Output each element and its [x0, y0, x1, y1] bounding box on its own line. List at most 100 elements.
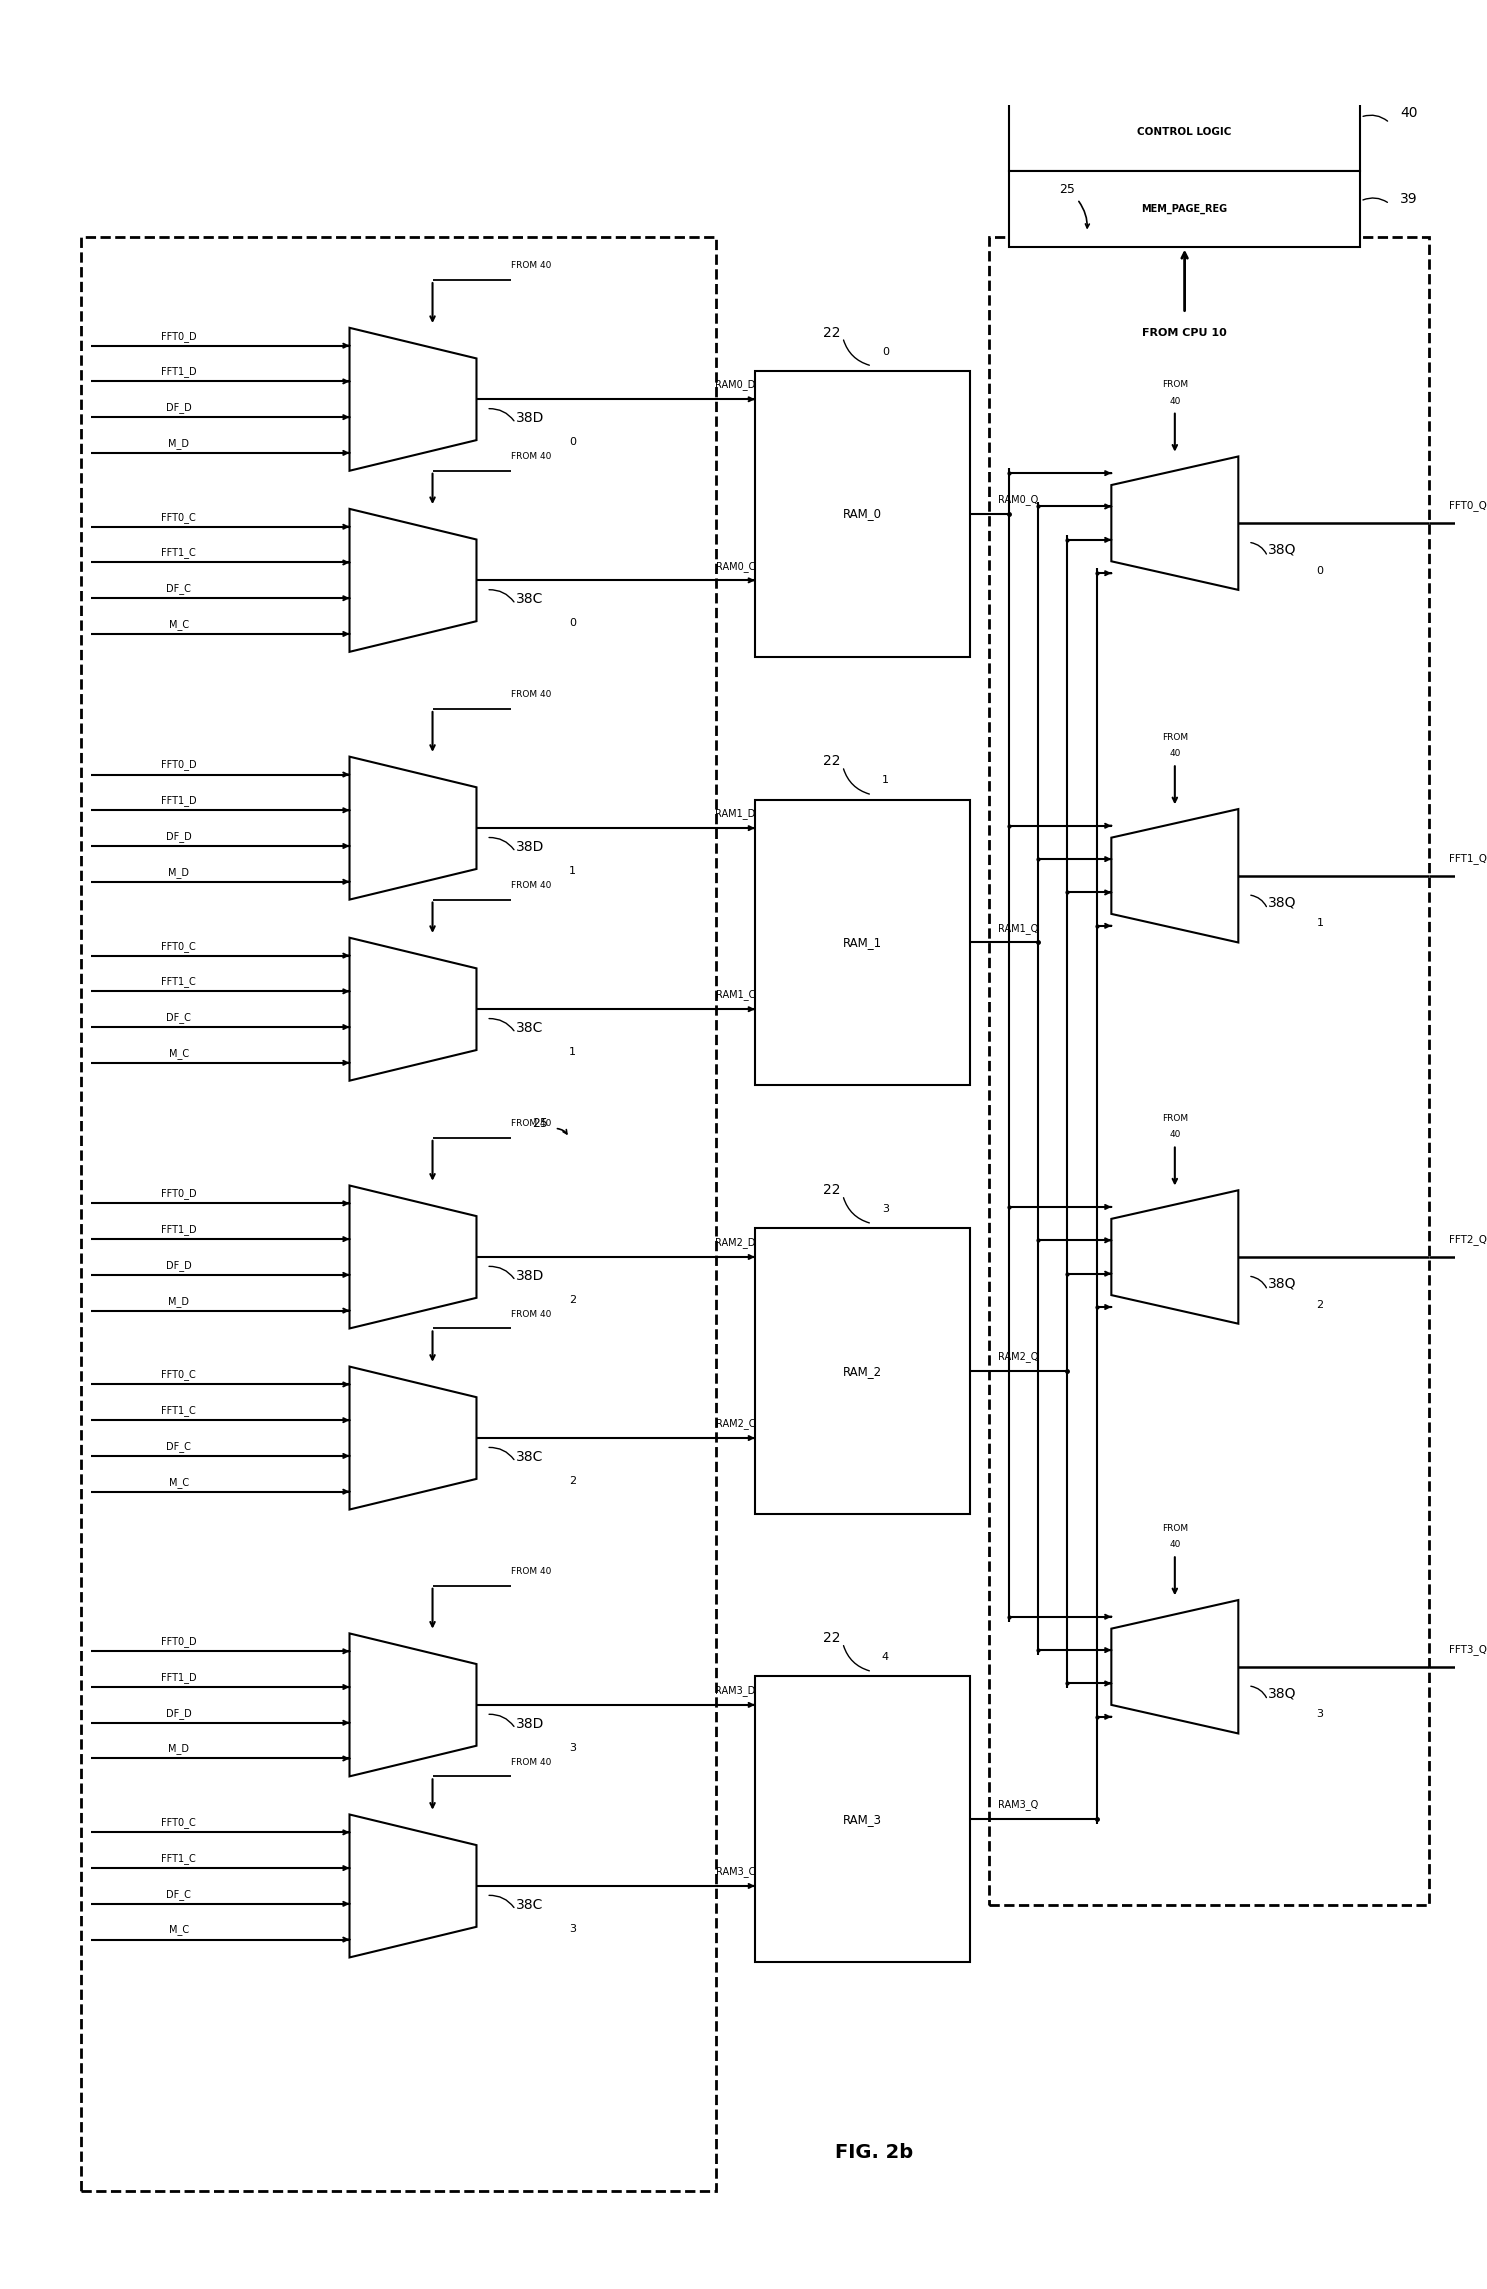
Text: RAM1_Q: RAM1_Q [998, 922, 1039, 934]
Polygon shape [349, 1186, 476, 1328]
Text: FROM 40: FROM 40 [510, 261, 552, 270]
Text: RAM2_D: RAM2_D [715, 1238, 755, 1248]
Text: FROM: FROM [1161, 1115, 1188, 1124]
Text: 2: 2 [1316, 1300, 1323, 1309]
Text: FFT0_C: FFT0_C [161, 513, 196, 522]
Bar [1008, 172, 1361, 247]
Text: 38D: 38D [516, 412, 544, 426]
Text: 1: 1 [1316, 918, 1323, 929]
Polygon shape [349, 758, 476, 900]
Polygon shape [1111, 1190, 1239, 1323]
Text: FROM 40: FROM 40 [510, 691, 552, 698]
Text: 40: 40 [1401, 105, 1419, 121]
Polygon shape [349, 1634, 476, 1776]
Text: FFT1_D: FFT1_D [161, 366, 196, 378]
Text: M_C: M_C [168, 1925, 189, 1936]
Text: FROM 40: FROM 40 [510, 451, 552, 460]
Text: MEM_PAGE_REG: MEM_PAGE_REG [1142, 204, 1228, 213]
Text: FFT0_Q: FFT0_Q [1448, 501, 1487, 510]
Text: 38Q: 38Q [1267, 542, 1297, 556]
Polygon shape [349, 327, 476, 472]
Text: 22: 22 [824, 755, 840, 769]
Text: M_C: M_C [168, 1048, 189, 1060]
Text: 38C: 38C [516, 1021, 543, 1035]
Text: RAM0_D: RAM0_D [715, 380, 755, 391]
Text: FFT0_D: FFT0_D [161, 760, 196, 771]
Polygon shape [1111, 1600, 1239, 1733]
Text: FROM 40: FROM 40 [510, 881, 552, 890]
Text: DF_C: DF_C [167, 1888, 190, 1900]
Text: 1: 1 [570, 865, 577, 877]
Text: RAM2_C: RAM2_C [715, 1419, 755, 1428]
Text: FROM: FROM [1161, 380, 1188, 389]
Text: DF_C: DF_C [167, 584, 190, 595]
Text: FFT1_D: FFT1_D [161, 1225, 196, 1236]
Text: 3: 3 [570, 1742, 577, 1753]
Text: FROM: FROM [1161, 1524, 1188, 1534]
Text: FIG. 2b: FIG. 2b [836, 2143, 913, 2163]
Text: FROM 40: FROM 40 [510, 1119, 552, 1128]
Text: RAM3_D: RAM3_D [715, 1685, 755, 1696]
Text: M_C: M_C [168, 1476, 189, 1488]
Text: 38D: 38D [516, 1717, 544, 1730]
Text: DF_D: DF_D [165, 403, 192, 412]
Text: FFT0_C: FFT0_C [161, 1817, 196, 1829]
Text: FFT2_Q: FFT2_Q [1448, 1234, 1487, 1245]
Text: 22: 22 [824, 1632, 840, 1646]
Bar [755, 371, 970, 657]
Text: 40: 40 [1169, 749, 1181, 758]
Text: RAM_0: RAM_0 [843, 508, 882, 520]
Text: FROM 40: FROM 40 [510, 1309, 552, 1318]
Text: FFT1_C: FFT1_C [161, 1405, 196, 1417]
Text: FFT0_C: FFT0_C [161, 1369, 196, 1380]
Text: FFT1_C: FFT1_C [161, 977, 196, 987]
Text: 38Q: 38Q [1267, 895, 1297, 909]
Text: RAM1_C: RAM1_C [715, 989, 755, 1000]
Text: RAM3_C: RAM3_C [715, 1866, 755, 1877]
Text: 40: 40 [1169, 1131, 1181, 1140]
Bar [80, 238, 715, 2191]
Text: 1: 1 [882, 776, 889, 785]
Text: FROM CPU 10: FROM CPU 10 [1142, 327, 1227, 336]
Text: FFT0_D: FFT0_D [161, 1637, 196, 1648]
Text: FFT3_Q: FFT3_Q [1448, 1644, 1487, 1655]
Text: DF_D: DF_D [165, 1708, 192, 1719]
Text: M_D: M_D [168, 868, 189, 877]
Bar [755, 1229, 970, 1515]
Text: 40: 40 [1169, 396, 1181, 405]
Text: 38D: 38D [516, 1268, 544, 1284]
Polygon shape [1111, 456, 1239, 591]
Text: RAM0_C: RAM0_C [715, 561, 755, 572]
Text: DF_C: DF_C [167, 1442, 190, 1451]
Text: RAM_1: RAM_1 [843, 936, 882, 950]
Text: 38C: 38C [516, 1898, 543, 1911]
Text: FFT1_C: FFT1_C [161, 547, 196, 559]
Text: M_C: M_C [168, 618, 189, 629]
Text: 0: 0 [1316, 565, 1323, 577]
Text: 38D: 38D [516, 840, 544, 854]
Text: FFT1_D: FFT1_D [161, 1671, 196, 1682]
Text: DF_C: DF_C [167, 1012, 190, 1023]
Text: 3: 3 [1316, 1710, 1323, 1719]
Polygon shape [349, 508, 476, 652]
Text: 38Q: 38Q [1267, 1277, 1297, 1291]
Polygon shape [1111, 808, 1239, 943]
Text: RAM3_Q: RAM3_Q [998, 1799, 1039, 1811]
Polygon shape [349, 1367, 476, 1508]
Text: 25: 25 [1059, 183, 1075, 197]
Text: FFT1_Q: FFT1_Q [1448, 854, 1487, 863]
Text: RAM1_D: RAM1_D [715, 808, 755, 819]
Text: M_D: M_D [168, 1744, 189, 1753]
Text: 38Q: 38Q [1267, 1687, 1297, 1701]
Text: FFT0_C: FFT0_C [161, 941, 196, 952]
Text: 0: 0 [570, 618, 577, 627]
Text: 38C: 38C [516, 1451, 543, 1465]
Text: FROM 40: FROM 40 [510, 1758, 552, 1767]
Text: 1: 1 [570, 1046, 577, 1058]
Text: RAM0_Q: RAM0_Q [998, 494, 1039, 506]
Text: FFT0_D: FFT0_D [161, 330, 196, 341]
Text: RAM_2: RAM_2 [843, 1364, 882, 1378]
Bar [1008, 94, 1361, 172]
Text: 39: 39 [1401, 192, 1419, 206]
Text: FFT1_D: FFT1_D [161, 794, 196, 806]
